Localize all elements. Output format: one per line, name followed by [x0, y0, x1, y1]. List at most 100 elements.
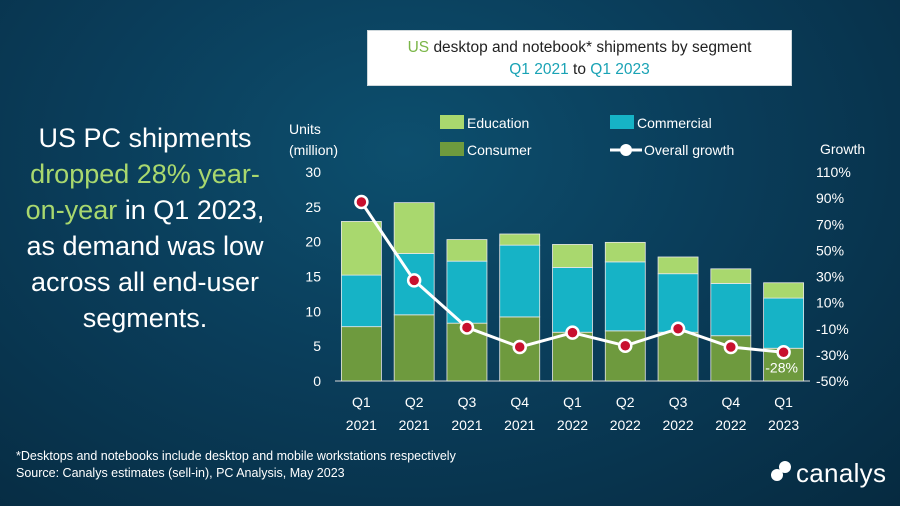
bars	[340, 202, 805, 382]
x-tick-label-quarter: Q3	[458, 394, 477, 410]
footnote: *Desktops and notebooks include desktop …	[16, 448, 456, 482]
headline-part2: in Q1 2023, as demand was low across all…	[26, 195, 265, 333]
growth-data-label: -28%	[765, 359, 798, 375]
growth-point	[618, 338, 633, 353]
x-tick-label-quarter: Q4	[510, 394, 529, 410]
growth-point	[406, 273, 422, 288]
x-tick-label-year: 2022	[662, 417, 693, 433]
bar-consumer	[604, 330, 646, 382]
x-tick-label-quarter: Q3	[669, 394, 688, 410]
x-tick-label-quarter: Q1	[774, 394, 793, 410]
growth-line-group: -28%	[354, 194, 798, 375]
growth-point	[512, 339, 527, 355]
legend-label: Commercial	[637, 115, 712, 131]
y-left-label-million: (million)	[289, 142, 338, 158]
y-right-label: Growth	[820, 141, 865, 157]
x-tick-label-year: 2021	[451, 417, 482, 433]
legend-line-marker	[620, 144, 632, 156]
y-left-tick-label: 25	[305, 199, 321, 215]
growth-point	[723, 339, 739, 355]
title-to: Q1 2023	[590, 61, 650, 78]
bar-commercial	[446, 260, 488, 324]
x-tick-label-year: 2023	[768, 417, 799, 433]
bar-education	[446, 239, 488, 262]
bar-education	[393, 202, 435, 254]
bar-education	[710, 268, 752, 284]
bar-commercial	[604, 261, 646, 332]
bar-commercial	[710, 283, 752, 337]
legend-swatch	[440, 142, 464, 156]
bar-education	[763, 282, 805, 299]
y-right-tick-label: 50%	[816, 242, 844, 258]
x-tick-label-year: 2021	[346, 417, 377, 433]
x-tick-label-year: 2021	[504, 417, 535, 433]
bar-consumer	[657, 331, 699, 382]
legend-swatch	[610, 115, 634, 129]
bar-education	[499, 233, 541, 246]
bar-commercial	[552, 267, 593, 333]
y-left-tick-label: 5	[313, 338, 321, 354]
logo-mark-icon	[771, 461, 791, 482]
growth-point	[459, 320, 475, 335]
y-left-tick-label: 0	[313, 373, 321, 389]
bar-education	[604, 241, 646, 263]
y-left-tick-label: 20	[305, 234, 321, 250]
x-tick-label-quarter: Q4	[721, 394, 740, 410]
y-right-tick-label: 30%	[816, 269, 844, 285]
title-to-word: to	[573, 61, 586, 78]
y-left-tick-label: 30	[305, 164, 321, 180]
footnote-line1: *Desktops and notebooks include desktop …	[16, 449, 456, 463]
growth-point	[565, 325, 580, 340]
canalys-logo: canalys	[770, 458, 886, 489]
legend-swatch	[440, 115, 464, 129]
y-left-label-units: Units	[289, 121, 321, 137]
headline-highlight: dropped 28% year-on-year	[25, 159, 260, 225]
x-tick-label-quarter: Q1	[352, 394, 371, 410]
legend-label: Consumer	[467, 142, 532, 158]
y-right-tick-label: -10%	[816, 321, 849, 337]
x-tick-label-quarter: Q1	[563, 394, 582, 410]
y-right-tick-label: 70%	[816, 216, 844, 232]
headline-part1: US PC shipments	[38, 123, 252, 153]
chart-title-line2: Q1 2021 to Q1 2023	[368, 59, 791, 81]
bar-consumer	[552, 331, 593, 382]
x-tick-labels: Q1 2021 Q2 2021 Q3 2021 Q4 2021 Q1 2022 Q2 2022 Q3 20…	[346, 394, 800, 433]
legend-label: Education	[467, 115, 529, 131]
legend-label: Overall growth	[644, 142, 734, 158]
logo-text: canalys	[796, 458, 887, 488]
y-left-tick-label: 10	[305, 303, 321, 319]
x-tick-label-quarter: Q2	[405, 394, 424, 410]
x-tick-label-year: 2022	[715, 417, 746, 433]
bar-education	[340, 221, 382, 276]
legend: Education Commercial Consumer Overall growt…	[440, 115, 734, 158]
footnote-source: Source: Canalys estimates (sell-in), PC …	[16, 466, 345, 480]
bar-consumer	[340, 326, 382, 382]
y-right-tick-label: -30%	[816, 347, 849, 363]
y-right-tick-label: -50%	[816, 373, 849, 389]
growth-point	[776, 345, 791, 360]
y-right-tick-label: 110%	[816, 164, 851, 180]
x-tick-label-year: 2021	[399, 417, 430, 433]
chart-title-line1: US desktop and notebook* shipments by se…	[368, 37, 791, 59]
y-left-tick-label: 15	[305, 269, 321, 285]
bar-education	[552, 244, 593, 268]
chart-title-box: US desktop and notebook* shipments by se…	[367, 30, 792, 86]
bar-commercial	[499, 244, 541, 318]
axes: 0 5 10 15 20 25 30 -50% -30% -10% 10% 30% 50% 70% 90% 1…	[289, 121, 865, 389]
x-tick-label-year: 2022	[557, 417, 588, 433]
growth-point	[670, 321, 686, 336]
title-from: Q1 2021	[509, 61, 569, 78]
y-right-tick-label: 90%	[816, 190, 844, 206]
x-tick-label-quarter: Q2	[616, 394, 635, 410]
bar-commercial	[763, 297, 805, 349]
growth-point	[354, 194, 369, 210]
y-right-tick-label: 10%	[816, 295, 844, 311]
bar-commercial	[340, 274, 382, 328]
title-rest: desktop and notebook* shipments by segme…	[433, 39, 752, 56]
x-tick-label-year: 2022	[610, 417, 641, 433]
bar-education	[657, 256, 699, 275]
bar-consumer	[393, 314, 435, 382]
title-us: US	[407, 39, 430, 56]
headline: US PC shipments dropped 28% year-on-year…	[14, 120, 276, 336]
